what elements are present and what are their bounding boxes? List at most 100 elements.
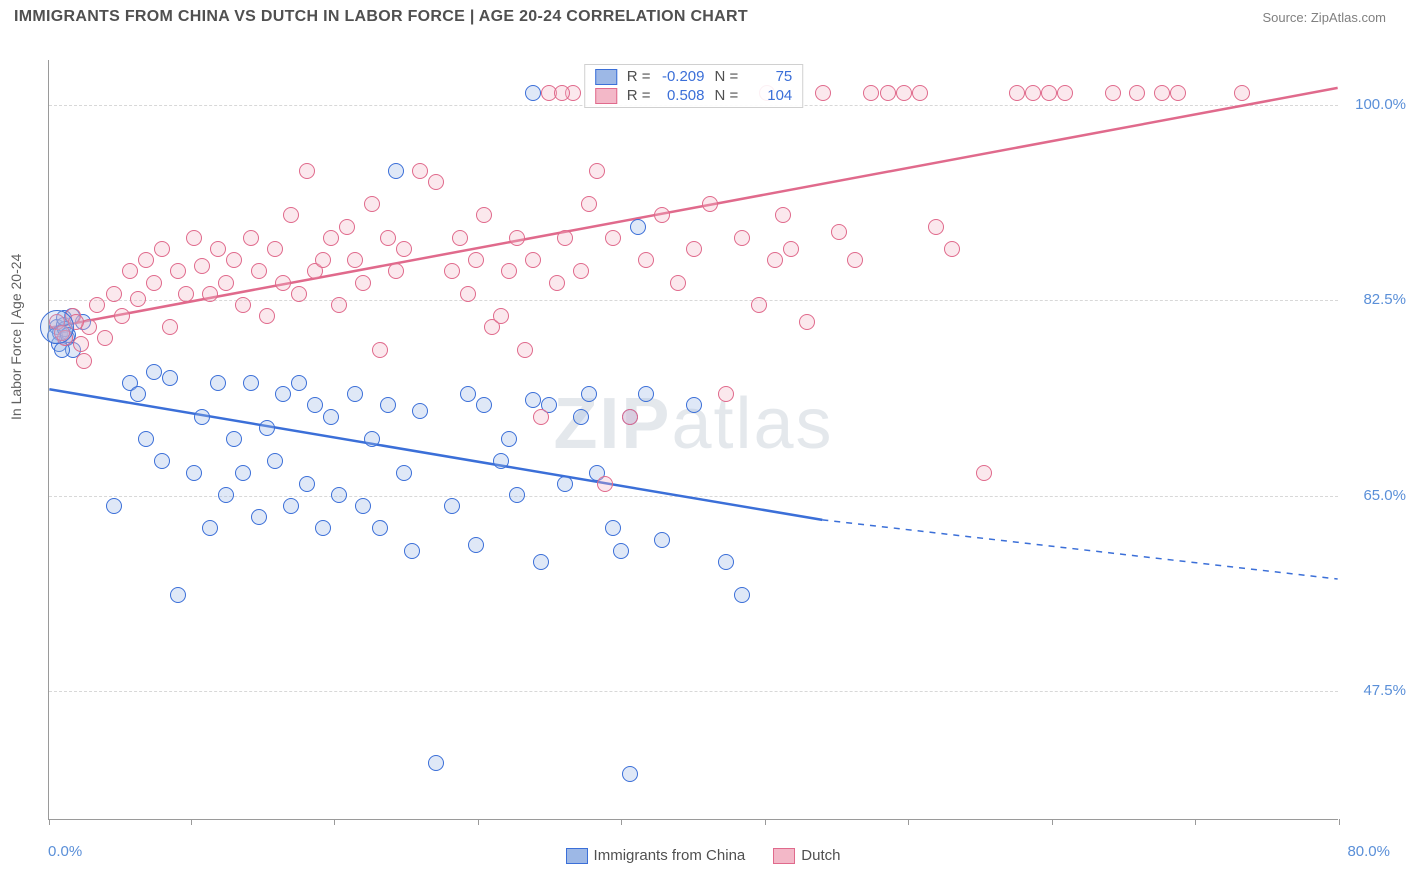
x-tick xyxy=(1052,819,1053,825)
data-point-dutch xyxy=(605,230,621,246)
data-point-china xyxy=(396,465,412,481)
data-point-dutch xyxy=(509,230,525,246)
data-point-dutch xyxy=(76,353,92,369)
data-point-dutch xyxy=(863,85,879,101)
data-point-dutch xyxy=(847,252,863,268)
data-point-dutch xyxy=(589,163,605,179)
data-point-china xyxy=(154,453,170,469)
data-point-dutch xyxy=(355,275,371,291)
data-point-dutch xyxy=(686,241,702,257)
data-point-dutch xyxy=(372,342,388,358)
data-point-china xyxy=(146,364,162,380)
data-point-dutch xyxy=(259,308,275,324)
data-point-china xyxy=(557,476,573,492)
y-tick-label: 65.0% xyxy=(1346,487,1406,504)
data-point-dutch xyxy=(73,336,89,352)
data-point-china xyxy=(444,498,460,514)
data-point-dutch xyxy=(299,163,315,179)
data-point-dutch xyxy=(944,241,960,257)
data-point-china xyxy=(509,487,525,503)
data-point-china xyxy=(630,219,646,235)
data-point-dutch xyxy=(122,263,138,279)
data-point-dutch xyxy=(162,319,178,335)
legend-n-label: N = xyxy=(715,68,739,85)
data-point-china xyxy=(372,520,388,536)
data-point-dutch xyxy=(815,85,831,101)
legend-swatch-china xyxy=(595,69,617,85)
data-point-china xyxy=(162,370,178,386)
y-tick-label: 82.5% xyxy=(1346,291,1406,308)
data-point-china xyxy=(686,397,702,413)
x-tick xyxy=(765,819,766,825)
chart-title: IMMIGRANTS FROM CHINA VS DUTCH IN LABOR … xyxy=(14,8,748,26)
data-point-dutch xyxy=(178,286,194,302)
data-point-dutch xyxy=(581,196,597,212)
legend-swatch-dutch xyxy=(595,88,617,104)
data-point-china xyxy=(218,487,234,503)
data-point-china xyxy=(226,431,242,447)
legend-r-china: -0.209 xyxy=(657,68,705,85)
data-point-dutch xyxy=(1041,85,1057,101)
data-point-dutch xyxy=(1234,85,1250,101)
legend-n-china: 75 xyxy=(744,68,792,85)
x-tick xyxy=(621,819,622,825)
trend-line-china-extrapolated xyxy=(822,520,1337,579)
legend-swatch-china-icon xyxy=(566,848,588,864)
legend-label-dutch: Dutch xyxy=(801,847,840,864)
data-point-china xyxy=(138,431,154,447)
source-attribution: Source: ZipAtlas.com xyxy=(1262,10,1386,25)
data-point-dutch xyxy=(622,409,638,425)
correlation-legend: R = -0.209 N = 75 R = 0.508 N = 104 xyxy=(584,64,804,108)
data-point-dutch xyxy=(1129,85,1145,101)
legend-r-label: R = xyxy=(627,68,651,85)
data-point-china xyxy=(194,409,210,425)
data-point-dutch xyxy=(501,263,517,279)
data-point-dutch xyxy=(243,230,259,246)
data-point-dutch xyxy=(146,275,162,291)
data-point-dutch xyxy=(896,85,912,101)
data-point-china xyxy=(573,409,589,425)
trend-line-dutch xyxy=(49,88,1337,328)
data-point-china xyxy=(243,375,259,391)
data-point-china xyxy=(259,420,275,436)
data-point-china xyxy=(186,465,202,481)
data-point-dutch xyxy=(444,263,460,279)
data-point-china xyxy=(605,520,621,536)
data-point-dutch xyxy=(291,286,307,302)
data-point-dutch xyxy=(549,275,565,291)
data-point-china xyxy=(291,375,307,391)
legend-row-china: R = -0.209 N = 75 xyxy=(585,67,803,86)
data-point-dutch xyxy=(638,252,654,268)
legend-swatch-dutch-icon xyxy=(773,848,795,864)
data-point-dutch xyxy=(412,163,428,179)
data-point-china xyxy=(235,465,251,481)
x-tick xyxy=(191,819,192,825)
data-point-china xyxy=(283,498,299,514)
data-point-china xyxy=(323,409,339,425)
data-point-china xyxy=(251,509,267,525)
data-point-china xyxy=(581,386,597,402)
data-point-china xyxy=(734,587,750,603)
data-point-china xyxy=(347,386,363,402)
data-point-dutch xyxy=(775,207,791,223)
data-point-dutch xyxy=(1009,85,1025,101)
data-point-dutch xyxy=(493,308,509,324)
data-point-china xyxy=(170,587,186,603)
data-point-dutch xyxy=(1154,85,1170,101)
data-point-china xyxy=(476,397,492,413)
data-point-dutch xyxy=(468,252,484,268)
data-point-dutch xyxy=(154,241,170,257)
data-point-dutch xyxy=(364,196,380,212)
data-point-dutch xyxy=(783,241,799,257)
data-point-dutch xyxy=(339,219,355,235)
data-point-dutch xyxy=(831,224,847,240)
data-point-china xyxy=(210,375,226,391)
data-point-dutch xyxy=(718,386,734,402)
data-point-dutch xyxy=(267,241,283,257)
data-point-china xyxy=(267,453,283,469)
data-point-dutch xyxy=(654,207,670,223)
data-point-china xyxy=(404,543,420,559)
data-point-dutch xyxy=(525,252,541,268)
data-point-china xyxy=(130,386,146,402)
x-tick xyxy=(1195,819,1196,825)
